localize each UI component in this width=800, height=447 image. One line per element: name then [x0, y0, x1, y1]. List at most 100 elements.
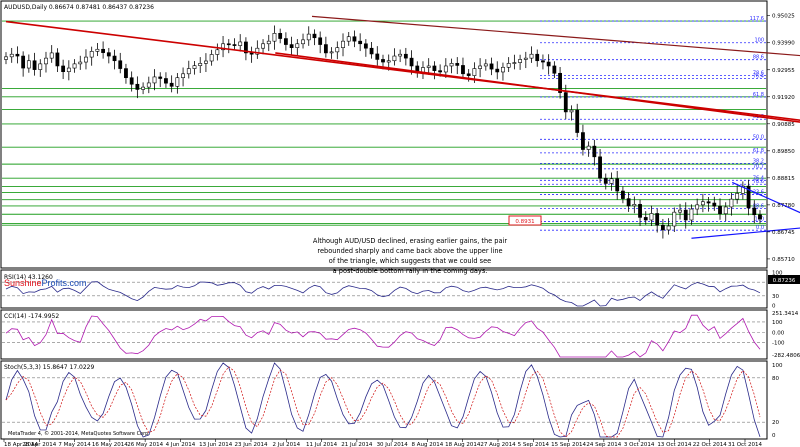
candle-body — [266, 40, 271, 45]
candle-body — [9, 53, 14, 58]
x-tick-label: 24 Sep 2014 — [586, 442, 621, 447]
candle-body — [141, 86, 145, 90]
x-tick-label: 15 Sep 2014 — [551, 442, 586, 447]
x-tick-label: 2 Jul 2014 — [272, 442, 300, 447]
trend-line — [732, 181, 800, 214]
candle-body — [740, 185, 745, 194]
candle-body — [603, 177, 608, 184]
trend-line — [691, 227, 800, 239]
candle-body — [283, 38, 288, 45]
fibonacci-label: 76.4 — [753, 73, 764, 79]
y-tick-label: 0.91920 — [772, 95, 795, 101]
logo-part-a: Sunshine — [4, 278, 42, 288]
candle-body — [615, 178, 620, 192]
trend-line — [275, 52, 800, 123]
candle-body — [381, 59, 385, 63]
candle-body — [209, 54, 214, 62]
candle-body — [244, 41, 248, 54]
analysis-annotation: Although AUD/USD declined, erasing earli… — [313, 237, 507, 275]
candle-body — [666, 225, 671, 231]
candle-body — [158, 76, 163, 79]
candle-body — [363, 43, 368, 49]
y-tick-label: 0.87780 — [772, 203, 795, 209]
candle-body — [66, 67, 71, 73]
candle-body — [506, 63, 511, 68]
candle-body — [518, 59, 522, 63]
candle-body — [700, 201, 705, 206]
candle-body — [255, 47, 260, 55]
cci-tick-label: 251.3414 — [772, 311, 799, 317]
candle-body — [301, 39, 305, 45]
candles — [4, 25, 762, 239]
cci-tick-label: -282.4806 — [772, 353, 800, 359]
candle-body — [375, 53, 380, 60]
watermark: MetaTrader 4, © 2001-2014, MetaQuotes So… — [8, 430, 150, 437]
candle-body — [55, 52, 60, 67]
x-tick-label: 16 May 2014 — [92, 442, 128, 447]
candle-body — [84, 56, 88, 63]
x-tick-label: 7 May 2014 — [58, 442, 91, 447]
candle-body — [569, 109, 574, 113]
candle-body — [232, 44, 237, 46]
candle-body — [581, 132, 585, 150]
candle-body — [695, 204, 700, 210]
x-tick-label: 18 Aug 2014 — [445, 442, 481, 447]
x-tick-label: 30 Jul 2014 — [377, 442, 409, 447]
highlight-level-label: 0.8931 — [515, 219, 534, 225]
candle-body — [226, 43, 231, 46]
candle-body — [529, 53, 534, 59]
y-tick-label: 0.89850 — [772, 149, 795, 155]
candle-body — [609, 178, 614, 184]
x-tick-label: 18 Apr 2014 — [4, 442, 39, 447]
logo-part-b: Profits.com — [42, 278, 87, 288]
y-tick-label: 0.85710 — [772, 257, 795, 263]
stoch-main-line — [5, 362, 761, 438]
candle-body — [672, 211, 677, 227]
cci-panel-frame — [0, 309, 768, 360]
x-tick-label: 8 Aug 2014 — [412, 442, 444, 447]
x-tick-label: 31 Oct 2014 — [728, 442, 763, 447]
candle-body — [541, 60, 545, 63]
candle-body — [443, 65, 448, 73]
candle-body — [466, 73, 471, 76]
candle-body — [655, 213, 660, 226]
candle-body — [346, 36, 351, 42]
x-tick-label: 5 Sep 2014 — [518, 442, 550, 447]
rsi-tick-label: 0 — [772, 303, 776, 309]
current-price-label: 0.87236 — [773, 278, 796, 284]
candle-body — [586, 145, 591, 150]
candle-body — [175, 77, 180, 87]
candle-body — [546, 61, 551, 67]
candle-body — [386, 60, 391, 63]
rsi-title: RSI(14) 43.1260 — [4, 274, 53, 281]
fibonacci-label: 76.4 — [753, 175, 764, 181]
candle-body — [129, 77, 134, 85]
candle-body — [44, 57, 48, 65]
candle-body — [683, 209, 688, 221]
rsi-panel-frame — [0, 269, 768, 309]
trend-line — [311, 15, 800, 57]
candle-body — [49, 52, 54, 59]
candle-body — [15, 53, 20, 57]
fibonacci-label: 70.7 — [753, 164, 764, 170]
fibonacci-label: 61.8 — [753, 92, 764, 98]
candle-body — [341, 40, 345, 48]
y-tick-label: 0.90885 — [772, 122, 795, 128]
candle-body — [89, 51, 94, 58]
x-tick-label: 27 Aug 2014 — [480, 442, 516, 447]
fibonacci-label: 61.8 — [753, 148, 764, 154]
candle-body — [552, 65, 557, 74]
candle-body — [112, 55, 117, 62]
annotation-line-4: a post-double bottom rally in the coming… — [333, 267, 488, 275]
candle-body — [4, 56, 8, 60]
candle-body — [335, 47, 340, 53]
candle-body — [318, 37, 323, 45]
cci-line — [5, 314, 761, 358]
cci-tick-label: 100 — [772, 320, 783, 326]
stoch-tick-label: 80 — [772, 376, 779, 382]
candle-body — [329, 51, 334, 54]
y-tick-label: 0.86745 — [772, 230, 795, 236]
candle-body — [135, 83, 140, 90]
